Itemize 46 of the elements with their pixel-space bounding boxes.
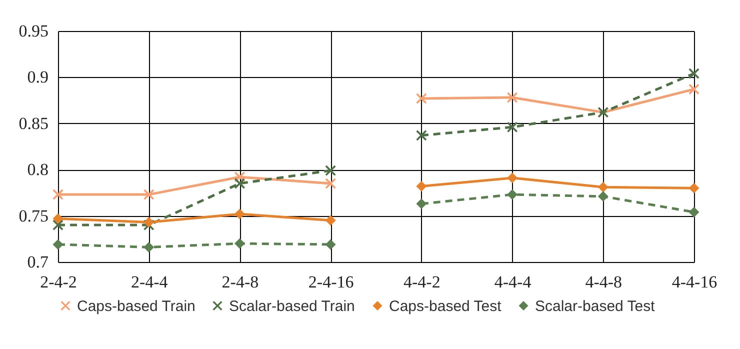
- point: [325, 239, 336, 250]
- legend-label: Scalar-based Train: [229, 298, 355, 315]
- y-tick-label: 0.8: [27, 160, 48, 180]
- point: [52, 239, 64, 250]
- y-tick-label: 0.85: [18, 114, 48, 133]
- point: [507, 172, 518, 184]
- x-tick-label: 2-4-8: [222, 272, 259, 292]
- x-tick-label: 2-4-16: [308, 272, 354, 292]
- point: [688, 182, 700, 194]
- point: [688, 206, 700, 218]
- point: [598, 182, 608, 192]
- point: [144, 242, 154, 252]
- legend-label: Caps-based Train: [77, 298, 196, 315]
- point: [234, 238, 245, 249]
- point: [598, 191, 608, 202]
- point: [234, 178, 245, 189]
- point: [416, 198, 427, 210]
- legend-label: Scalar-based Test: [535, 298, 656, 315]
- x-tick-label: 4-4-16: [672, 272, 718, 292]
- x-tick-label: 2-4-2: [40, 272, 77, 292]
- point: [52, 189, 64, 200]
- x-tick-label: 4-4-2: [404, 272, 440, 292]
- y-tick-label: 0.75: [18, 206, 48, 226]
- point: [688, 68, 700, 79]
- legend-label: Caps-based Test: [389, 298, 502, 315]
- x-tick-label: 2-4-4: [130, 272, 168, 292]
- point: [234, 208, 245, 220]
- point: [325, 215, 336, 226]
- point: [144, 217, 154, 228]
- point: [507, 92, 518, 103]
- y-tick-label: 0.9: [27, 68, 48, 87]
- point: [688, 84, 700, 94]
- point: [144, 189, 154, 200]
- point: [52, 213, 64, 224]
- point: [416, 130, 427, 141]
- point: [52, 220, 64, 230]
- point: [416, 180, 427, 192]
- point: [325, 165, 336, 176]
- point: [416, 93, 427, 104]
- y-tick-label: 0.95: [18, 22, 48, 40]
- point: [507, 189, 518, 200]
- point: [507, 122, 518, 132]
- x-tick-label: 4-4-4: [494, 272, 532, 292]
- point: [325, 178, 336, 189]
- x-tick-label: 4-4-8: [585, 272, 622, 292]
- y-tick-label: 0.7: [27, 252, 49, 272]
